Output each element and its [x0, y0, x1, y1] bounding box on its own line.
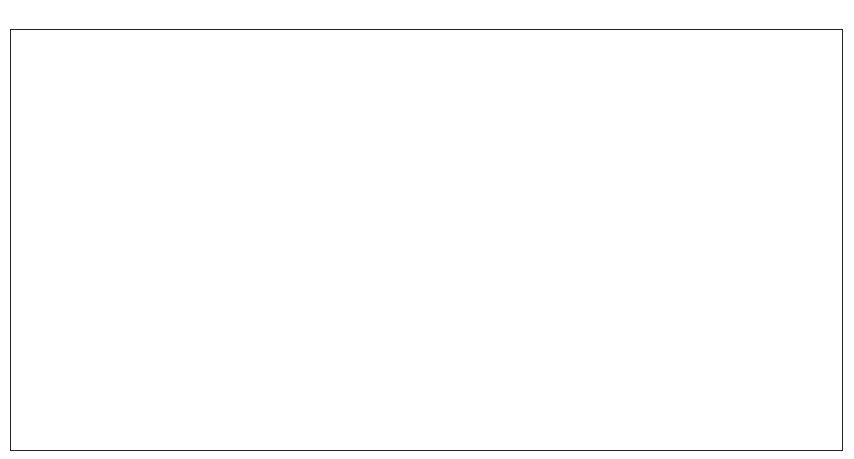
word-cloud-area: [10, 29, 843, 451]
